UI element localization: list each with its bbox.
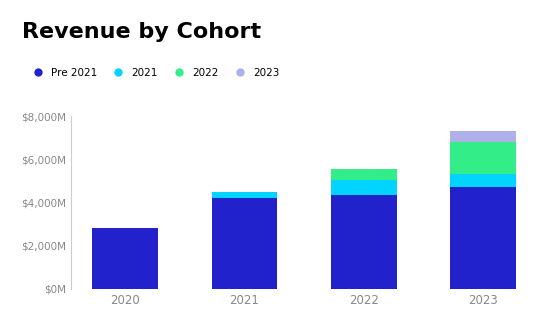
- Bar: [212, 198, 277, 289]
- Bar: [450, 131, 516, 142]
- Bar: [331, 169, 397, 180]
- Bar: [450, 142, 516, 175]
- Bar: [331, 180, 397, 195]
- Legend: Pre 2021, 2021, 2022, 2023: Pre 2021, 2021, 2022, 2023: [27, 68, 279, 78]
- Bar: [450, 175, 516, 187]
- Bar: [93, 229, 158, 289]
- Bar: [331, 195, 397, 289]
- Bar: [450, 187, 516, 289]
- Text: Revenue by Cohort: Revenue by Cohort: [22, 22, 261, 42]
- Bar: [212, 192, 277, 198]
